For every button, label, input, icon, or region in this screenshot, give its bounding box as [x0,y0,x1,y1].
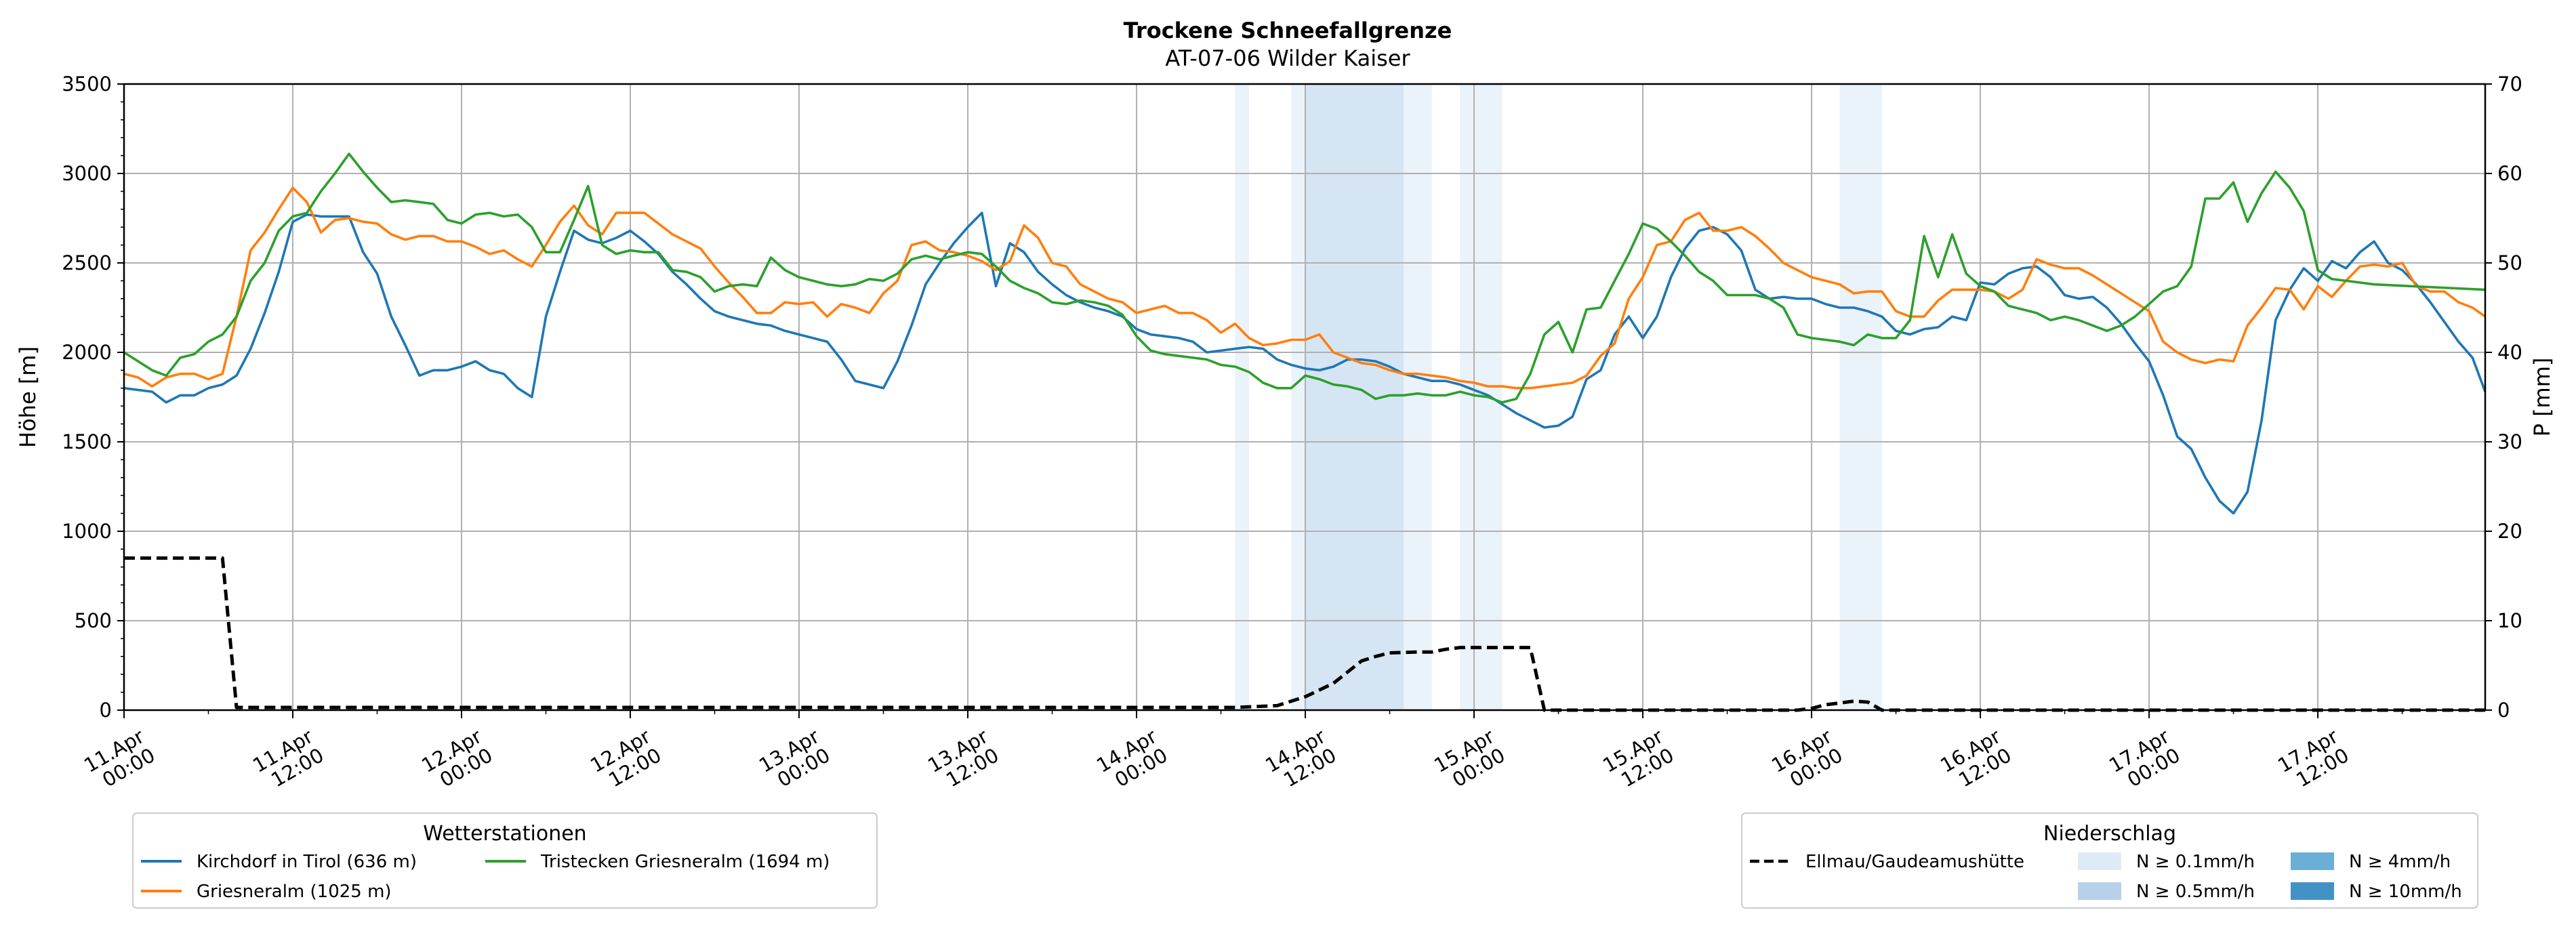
legend-swatch-n10 [2291,882,2334,900]
ytick-left-label-3: 1500 [62,430,112,453]
ytick-right-label-2: 20 [2497,520,2522,543]
precip-band-0 [1235,84,1250,710]
legend-swatch-n4 [2291,852,2334,870]
legend-label-n10: N ≥ 10mm/h [2349,882,2462,902]
legend-stations-title: Wetterstationen [423,822,586,846]
legend-stations: Wetterstationen Kirchdorf in Tirol (636 … [132,812,878,909]
ytick-left-label-5: 2500 [62,251,112,274]
legend-precipitation: Niederschlag Ellmau/Gaudeamushütte N ≥ 0… [1741,812,2478,909]
ytick-left-label-6: 3000 [62,162,112,185]
legend-label-n05: N ≥ 0.5mm/h [2136,882,2255,902]
legend-label-griesneralm: Griesneralm (1025 m) [197,882,392,902]
legend-label-ellmau: Ellmau/Gaudeamushütte [1805,852,2024,872]
y-axis-left: 0 500 1000 1500 2000 2500 3000 3500 [62,73,124,722]
series-line-3 [124,556,2485,712]
series-line-0 [123,211,2487,515]
y-axis-right-label: P [mm] [2529,358,2555,437]
plot-frame [123,83,2487,711]
precip-band-2 [1305,84,1404,710]
precip-band-5 [1839,84,1882,710]
ytick-right-label-5: 50 [2497,251,2522,274]
legend-swatch-n01 [2078,852,2121,870]
legend-label-tristecken: Tristecken Griesneralm (1694 m) [540,852,830,872]
ytick-left-label-4: 2000 [62,341,112,364]
legend-label-n4: N ≥ 4mm/h [2349,852,2451,872]
ytick-left-label-0: 0 [100,699,112,722]
ytick-right-label-1: 10 [2497,609,2522,632]
ytick-right-label-3: 30 [2497,430,2522,453]
precipitation-bands [1235,84,1882,710]
series-line-1 [123,186,2487,390]
ytick-left-label-2: 1000 [62,520,112,543]
series-lines [123,152,2487,712]
chart-subtitle: AT-07-06 Wilder Kaiser [1165,45,1410,71]
precip-band-1 [1291,84,1306,710]
legend-precip-title: Niederschlag [2043,822,2176,846]
ytick-right-label-0: 0 [2497,699,2510,722]
chart-title: Trockene Schneefallgrenze [1124,18,1452,43]
ytick-right-label-6: 60 [2497,162,2522,185]
y-axis-right: 0 10 20 30 40 50 60 70 [2485,73,2522,722]
legend-label-n01: N ≥ 0.1mm/h [2136,852,2255,872]
precip-band-3 [1404,84,1432,710]
ytick-right-label-4: 40 [2497,341,2522,364]
legend-label-kirchdorf: Kirchdorf in Tirol (636 m) [197,852,417,872]
ytick-right-label-7: 70 [2497,73,2522,96]
ytick-left-label-7: 3500 [62,73,112,96]
series-line-2 [123,152,2486,404]
y-axis-left-label: Höhe [m] [15,346,41,448]
legend-swatch-n05 [2078,882,2121,900]
ytick-left-label-1: 500 [75,609,112,632]
